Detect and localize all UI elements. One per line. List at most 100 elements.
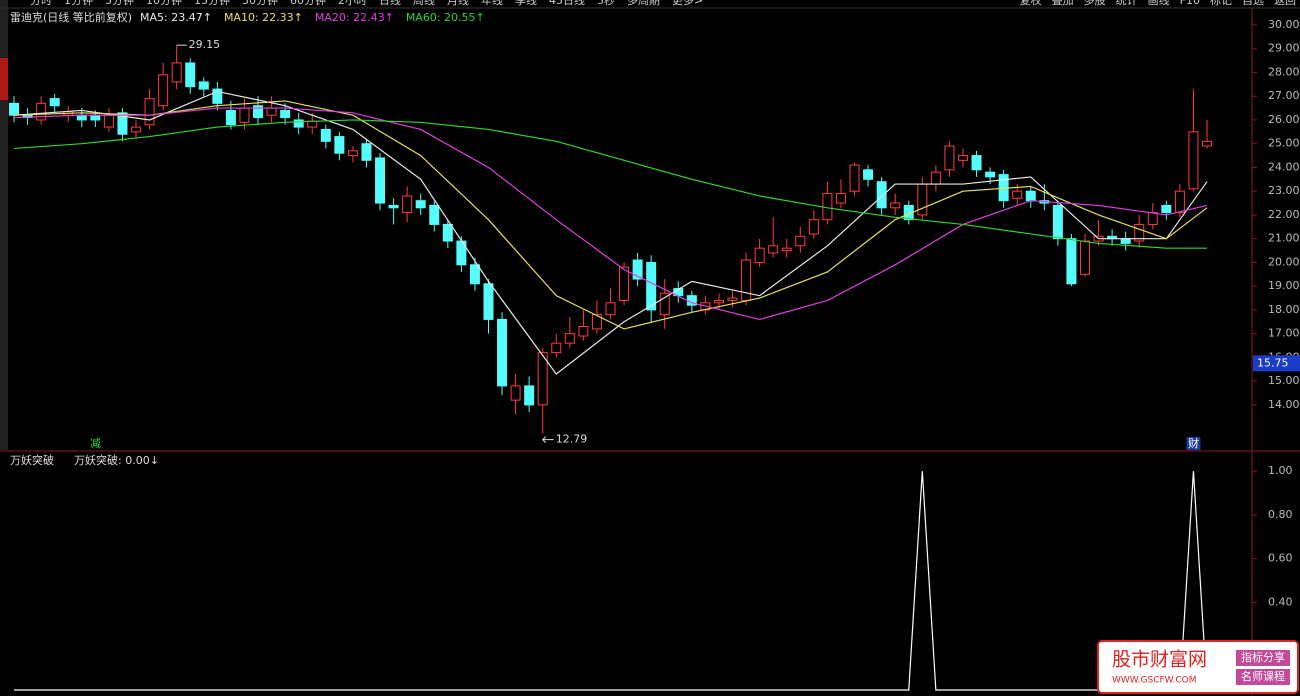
candle-body (402, 195, 413, 214)
indicator-title: 万妖突破 (10, 453, 54, 467)
y-tick-label: 18.00 (1268, 303, 1300, 316)
candle-body (1012, 190, 1023, 199)
candle-body (727, 297, 738, 301)
ma-line (13, 119, 1207, 249)
y-tick-label: 0.40 (1268, 595, 1293, 608)
candle-body (605, 302, 616, 316)
candle-body (713, 299, 724, 304)
candle-body (917, 183, 928, 216)
legend-entry: MA20: 22.43↑ (315, 11, 394, 24)
candle-body (659, 292, 670, 316)
ma-line (13, 90, 1208, 375)
watermark-name: 股市财富网 (1112, 649, 1207, 671)
candle-body (103, 114, 114, 128)
toolbar-item[interactable]: 分时 (30, 0, 52, 7)
toolbar-item[interactable]: 复权 (1020, 0, 1042, 7)
toolbar-item[interactable]: 45日线 (549, 0, 585, 7)
candle-body (415, 200, 426, 209)
toolbar-item[interactable]: 周线 (413, 0, 435, 7)
candle-body (591, 314, 602, 330)
toolbar-item[interactable]: 月线 (447, 0, 469, 7)
watermark: 股市财富网 WWW.GSCFW.COM 指标分享 名师课程 (1097, 640, 1299, 694)
y-tick-label: 0.80 (1268, 508, 1293, 521)
candle-body (280, 109, 291, 119)
toolbar-item[interactable]: 多股 (1084, 0, 1106, 7)
candle-body (957, 155, 968, 161)
toolbar-item[interactable]: 返回 (1274, 0, 1296, 7)
candle-body (985, 171, 996, 178)
toolbar-item[interactable]: 5秒 (597, 0, 615, 7)
candle-body (144, 98, 155, 126)
toolbar-item[interactable]: 多周期 (627, 0, 660, 7)
candle-body (469, 264, 480, 285)
candle-body (429, 204, 440, 225)
toolbar-item[interactable]: 30分钟 (242, 0, 278, 7)
side-tab-active[interactable] (0, 58, 8, 100)
candle-body (171, 62, 182, 83)
candle-body (320, 128, 331, 142)
candle-body (849, 164, 860, 192)
event-marker-bg (1186, 437, 1201, 450)
candle-body (524, 385, 535, 406)
price-marker-box (1253, 355, 1300, 372)
candle-body (768, 245, 779, 254)
candle-body (442, 223, 453, 242)
candle-body (510, 385, 521, 401)
y-tick-label: 25.00 (1268, 137, 1300, 150)
candle-body (835, 193, 846, 204)
watermark-url: WWW.GSCFW.COM (1112, 676, 1197, 686)
y-tick-label: 19.00 (1268, 279, 1300, 292)
toolbar-item[interactable]: 日线 (379, 0, 401, 7)
candle-body (212, 88, 223, 104)
candle-body (822, 193, 833, 221)
candle-body (564, 333, 575, 344)
toolbar-item[interactable]: 画线 (1148, 0, 1170, 7)
y-tick-label: 24.00 (1268, 160, 1300, 173)
y-tick-label: 20.00 (1268, 255, 1300, 268)
candle-body (9, 102, 19, 116)
candle-body (483, 283, 494, 320)
low-annotation: 12.79 (556, 433, 588, 446)
candle-body (1052, 204, 1063, 240)
candle-body (1079, 240, 1090, 275)
y-tick-label: 23.00 (1268, 184, 1300, 197)
toolbar-item[interactable]: 2小时 (338, 0, 367, 7)
candle-body (225, 109, 236, 126)
candle-body (944, 145, 955, 171)
watermark-tag-bg (1236, 669, 1290, 685)
toolbar-item[interactable]: F10 (1180, 0, 1200, 7)
candle-body (551, 342, 562, 354)
toolbar-item[interactable]: 5分钟 (105, 0, 134, 7)
watermark-tag: 指标分享 (1241, 650, 1285, 664)
toolbar-item[interactable]: 统计 (1116, 0, 1138, 7)
candle-body (890, 202, 901, 209)
candle-body (1025, 190, 1036, 202)
toolbar-item[interactable]: 1分钟 (64, 0, 93, 7)
candle-body (36, 102, 47, 121)
candle-body (1161, 204, 1172, 214)
candle-body (1120, 238, 1131, 244)
toolbar-item[interactable]: 10分钟 (146, 0, 182, 7)
candle-body (239, 107, 250, 123)
event-marker[interactable]: 财 (1188, 436, 1199, 450)
candle-body (158, 74, 169, 107)
toolbar-item[interactable]: 年线 (481, 0, 503, 7)
toolbar-item[interactable]: 自选 (1242, 0, 1264, 7)
y-tick-label: 28.00 (1268, 65, 1300, 78)
toolbar-item[interactable]: 60分钟 (290, 0, 326, 7)
price-marker-label: 15.75 (1257, 356, 1289, 369)
event-marker[interactable]: 减 (90, 437, 101, 450)
y-tick-label: 26.00 (1268, 113, 1300, 126)
candle-body (741, 259, 752, 301)
candle-body (863, 169, 874, 180)
toolbar-item[interactable]: 标记 (1210, 0, 1232, 7)
toolbar-item[interactable]: 叠加 (1052, 0, 1074, 7)
toolbar-item[interactable]: 季线 (515, 0, 537, 7)
indicator-line (14, 471, 1208, 691)
toolbar-item[interactable]: 更多> (672, 0, 703, 7)
candle-body (808, 219, 819, 235)
toolbar-item[interactable]: 15分钟 (194, 0, 230, 7)
annotation-arrow (542, 436, 554, 443)
